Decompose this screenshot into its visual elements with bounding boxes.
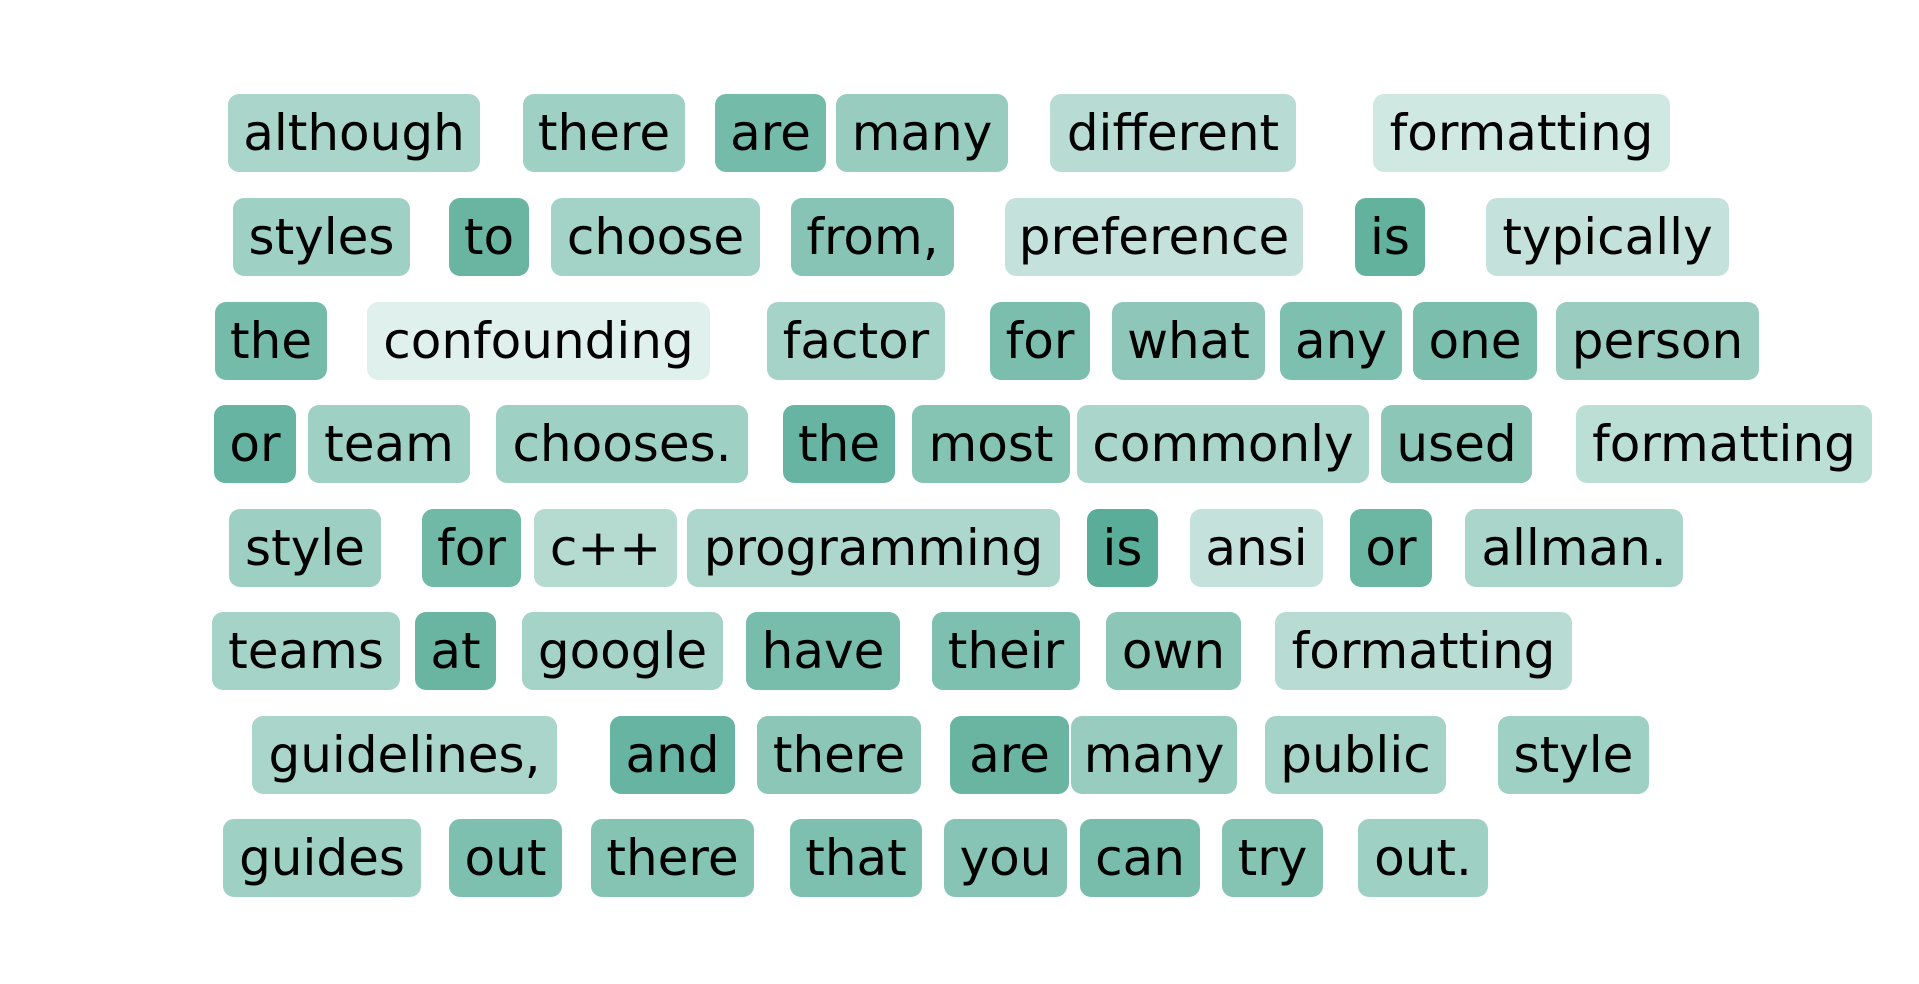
token-6-0: guidelines, [252, 716, 557, 794]
token-3-4: most [912, 405, 1070, 483]
token-3-1: team [308, 405, 470, 483]
token-2-3: for [990, 302, 1090, 380]
token-3-2: chooses. [496, 405, 748, 483]
token-2-1: confounding [367, 302, 710, 380]
token-1-5: is [1355, 198, 1425, 276]
token-4-6: or [1350, 509, 1432, 587]
token-7-0: guides [223, 819, 421, 897]
token-6-3: are [950, 716, 1069, 794]
token-7-4: you [944, 819, 1067, 897]
token-5-5: own [1106, 612, 1241, 690]
token-2-4: what [1112, 302, 1265, 380]
token-4-4: is [1087, 509, 1158, 587]
token-4-2: c++ [534, 509, 677, 587]
token-5-4: their [932, 612, 1080, 690]
token-7-1: out [449, 819, 562, 897]
token-2-2: factor [767, 302, 945, 380]
token-1-1: to [449, 198, 529, 276]
token-2-6: one [1413, 302, 1537, 380]
token-1-0: styles [233, 198, 410, 276]
token-1-2: choose [551, 198, 760, 276]
token-7-2: there [591, 819, 754, 897]
token-0-4: different [1050, 94, 1296, 172]
token-0-1: there [523, 94, 685, 172]
token-4-7: allman. [1465, 509, 1683, 587]
token-7-5: can [1080, 819, 1200, 897]
token-6-2: there [757, 716, 921, 794]
token-3-6: used [1381, 405, 1532, 483]
token-7-3: that [790, 819, 922, 897]
token-6-6: style [1498, 716, 1649, 794]
token-0-5: formatting [1373, 94, 1670, 172]
token-7-7: out. [1358, 819, 1488, 897]
token-0-2: are [715, 94, 826, 172]
token-4-3: programming [687, 509, 1060, 587]
token-2-0: the [215, 302, 327, 380]
token-2-7: person [1556, 302, 1759, 380]
token-4-0: style [229, 509, 381, 587]
token-3-0: or [214, 405, 296, 483]
token-3-3: the [783, 405, 895, 483]
token-3-7: formatting [1576, 405, 1872, 483]
token-7-6: try [1222, 819, 1323, 897]
token-6-1: and [610, 716, 735, 794]
token-5-0: teams [212, 612, 400, 690]
token-6-5: public [1265, 716, 1446, 794]
token-4-1: for [422, 509, 521, 587]
token-2-5: any [1280, 302, 1402, 380]
token-1-3: from, [791, 198, 954, 276]
token-5-3: have [746, 612, 900, 690]
token-6-4: many [1071, 716, 1237, 794]
token-5-1: at [415, 612, 496, 690]
token-0-3: many [836, 94, 1008, 172]
token-1-6: typically [1486, 198, 1729, 276]
token-5-2: google [522, 612, 723, 690]
token-1-4: preference [1005, 198, 1303, 276]
token-4-5: ansi [1190, 509, 1323, 587]
token-3-5: commonly [1077, 405, 1369, 483]
token-0-0: although [228, 94, 480, 172]
token-5-6: formatting [1275, 612, 1572, 690]
